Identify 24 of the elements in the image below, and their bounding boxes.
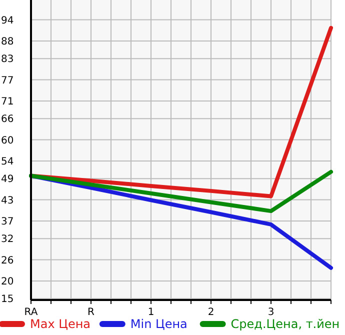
y-tick-label: 88: [1, 36, 14, 48]
y-tick-label: 66: [1, 114, 14, 126]
legend-label: Сред.Цена, т.йен: [230, 317, 340, 331]
line-series: [29, 170, 333, 214]
y-tick-label: 94: [1, 15, 14, 26]
y-tick-label: 54: [1, 156, 14, 168]
y-tick-label: 49: [1, 174, 14, 186]
x-tick-label: RA: [24, 307, 38, 318]
x-tick-label: 3: [268, 307, 274, 318]
legend-label: Min Цена: [130, 317, 188, 331]
y-tick-label: 32: [1, 234, 14, 246]
x-tick-label: R: [88, 307, 95, 318]
legend-label: Max Цена: [30, 317, 91, 331]
y-tick-label: 26: [1, 255, 14, 266]
y-tick-label: 37: [1, 216, 14, 228]
y-tick-label: 60: [1, 135, 14, 146]
x-tick-label: 2: [208, 307, 214, 318]
x-tick-label: 1: [148, 307, 154, 318]
y-tick-label: 71: [1, 96, 14, 108]
y-tick-label: 83: [1, 54, 14, 66]
y-tick-label: 15: [1, 294, 14, 306]
y-tick-label: 77: [1, 75, 14, 86]
y-tick-label: 20: [1, 276, 14, 288]
y-tick-label: 43: [1, 195, 14, 206]
